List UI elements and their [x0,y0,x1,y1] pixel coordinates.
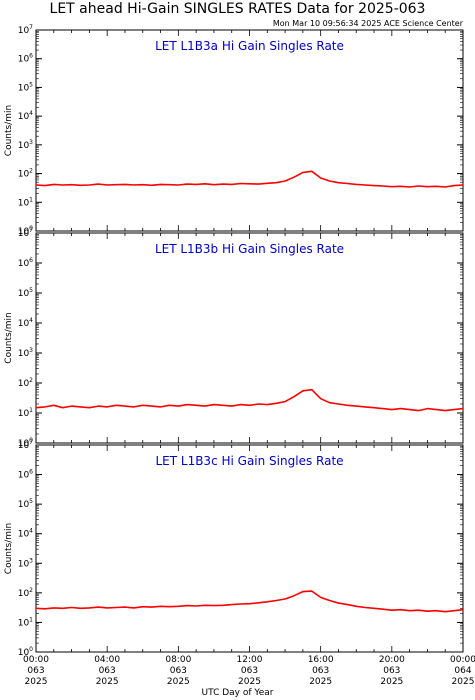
y-tick-label: 107 [18,24,33,36]
y-tick-label: 101 [18,196,33,208]
x-tick-time: 04:00 [94,655,120,665]
x-tick-time: 00:00 [23,655,49,665]
y-tick-label: 107 [18,439,33,451]
chart-main-title: LET ahead Hi-Gain SINGLES RATES Data for… [49,1,426,17]
y-tick-label: 101 [18,407,33,419]
y-tick-label: 104 [18,528,33,540]
y-tick-label: 101 [18,616,33,628]
plot-frame [35,232,464,444]
x-tick-year: 2025 [96,677,119,687]
x-tick-year: 2025 [167,677,190,687]
y-tick-label: 102 [18,587,33,599]
y-tick-label: 106 [18,469,33,481]
panel-title: LET L1B3c Hi Gain Singles Rate [155,454,343,468]
x-tick-year: 2025 [452,677,475,687]
x-tick-time: 08:00 [165,655,191,665]
y-axis-label: Counts/min [4,523,14,574]
plot-frame [35,444,464,653]
y-tick-label: 105 [18,498,33,510]
y-tick-label: 106 [18,53,33,65]
panel-title: LET L1B3b Hi Gain Singles Rate [155,242,344,256]
y-axis-label: Counts/min [4,105,14,156]
x-tick-year: 2025 [25,677,48,687]
x-tick-doy: 063 [99,666,116,676]
y-axis-label: Counts/min [4,312,14,363]
x-tick-time: 16:00 [308,655,334,665]
y-tick-label: 103 [18,347,33,359]
x-tick-year: 2025 [309,677,332,687]
y-tick-label: 102 [18,377,33,389]
y-tick-label: 107 [18,227,33,239]
y-tick-label: 103 [18,139,33,151]
panel-2: 100 101 102 103 104 105 106 107 Counts/min LET L1… [4,227,464,449]
y-tick-label: 105 [18,81,33,93]
x-axis-label: UTC Day of Year [201,688,274,698]
x-tick-time: 20:00 [379,655,405,665]
x-tick-year: 2025 [380,677,403,687]
y-tick-label: 106 [18,257,33,269]
y-tick-label: 102 [18,168,33,180]
y-tick-label: 105 [18,287,33,299]
series-line [35,170,464,188]
plot-frame [35,29,464,232]
series-line [35,388,464,412]
x-tick-time: 00:00 [450,655,475,665]
panel-1: 100 101 102 103 104 105 106 107 Counts/min LET L1… [4,24,464,237]
y-tick-label: 104 [18,110,33,122]
generation-timestamp: Mon Mar 10 09:56:34 2025 ACE Science Cen… [272,19,463,28]
series-line [35,590,464,613]
panel-3: 100 101 102 103 104 105 106 107 Counts/min LET L1… [4,439,464,658]
y-tick-label: 100 [18,437,33,449]
x-tick-year: 2025 [238,677,261,687]
x-tick-doy: 064 [454,666,471,676]
x-tick-doy: 063 [241,666,258,676]
x-tick-doy: 063 [312,666,329,676]
x-tick-doy: 063 [170,666,187,676]
y-tick-label: 103 [18,557,33,569]
x-tick-doy: 063 [383,666,400,676]
panel-title: LET L1B3a Hi Gain Singles Rate [155,39,344,53]
x-tick-doy: 063 [27,666,44,676]
y-tick-label: 100 [18,646,33,658]
y-tick-label: 100 [18,225,33,237]
x-tick-time: 12:00 [237,655,263,665]
y-tick-label: 104 [18,317,33,329]
